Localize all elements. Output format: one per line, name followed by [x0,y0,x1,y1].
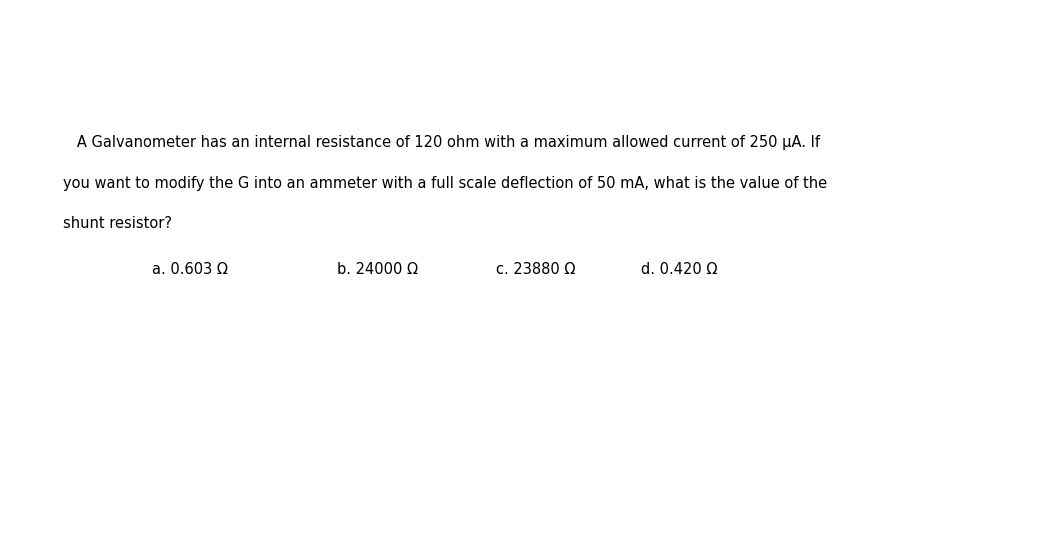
Text: b. 24000 Ω: b. 24000 Ω [337,263,419,278]
Text: c. 23880 Ω: c. 23880 Ω [496,263,576,278]
Text: A Galvanometer has an internal resistance of 120 ohm with a maximum allowed curr: A Galvanometer has an internal resistanc… [63,135,820,150]
Text: d. 0.420 Ω: d. 0.420 Ω [641,263,717,278]
Text: a. 0.603 Ω: a. 0.603 Ω [153,263,228,278]
Text: you want to modify the G into an ammeter with a full scale deflection of 50 mA, : you want to modify the G into an ammeter… [63,176,827,191]
Text: shunt resistor?: shunt resistor? [63,216,172,231]
